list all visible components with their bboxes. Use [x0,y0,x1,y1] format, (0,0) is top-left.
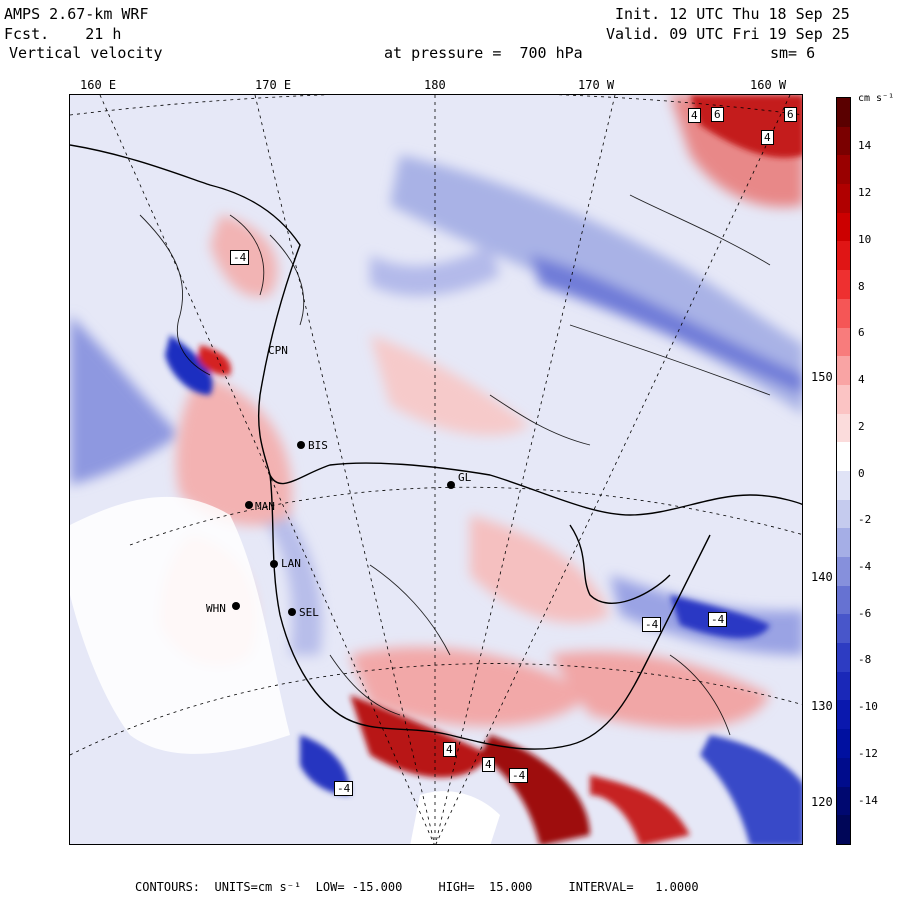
extreme-marker: -4 [708,612,728,627]
station-label-bis: BIS [308,439,328,452]
map-panel [69,94,803,845]
colorbar-segment [837,499,850,529]
footer-low: LOW= -15.000 [315,880,403,894]
colorbar-segment [837,356,850,385]
colorbar-segment [837,98,850,127]
colorbar-segment [837,442,850,471]
station-dot-gl [447,481,455,489]
lon-label-180: 180 [424,78,446,92]
colorbar-level: -8 [858,653,872,666]
colorbar-level: -14 [858,794,878,807]
forecast-hour: Fcst. 21 h [4,25,122,43]
pressure-level: at pressure = 700 hPa [384,44,583,62]
colorbar-level: 14 [858,139,872,152]
station-dot-sel [288,608,296,616]
colorbar-segment [837,212,850,242]
extreme-marker: 4 [482,757,495,772]
coastline [70,144,802,750]
station-dot-lan [270,560,278,568]
colorbar-level: 4 [858,373,865,386]
colorbar-segment [837,241,850,271]
colorbar-level: 2 [858,420,865,433]
extreme-marker: 4 [688,108,701,123]
colorbar-segment [837,557,850,586]
colorbar-segment [837,786,850,816]
station-dot-bis [297,441,305,449]
colorbar-segment [837,184,850,213]
colorbar-level: 10 [858,233,872,246]
lon-label-160w: 160 W [750,78,787,92]
model-title: AMPS 2.67-km WRF [4,5,149,23]
extreme-marker: -4 [230,250,250,265]
colorbar-segment [837,671,850,701]
colorbar-segment [837,700,850,730]
colorbar-segment [837,757,850,787]
colorbar-segment [837,614,850,644]
colorbar-segment [837,585,850,615]
init-time: Init. 12 UTC Thu 18 Sep 25 [615,5,850,23]
colorbar-segment [837,643,850,672]
extreme-marker: 6 [784,107,797,122]
station-dot-man [245,501,253,509]
extreme-marker: -4 [509,768,529,783]
colorbar-segment [837,729,850,758]
colorbar-level: -10 [858,700,878,713]
extreme-marker: 6 [711,107,724,122]
colorbar-level: -6 [858,607,872,620]
colorbar-segment [837,470,850,500]
station-label-sel: SEL [299,606,319,619]
colorbar-level: 6 [858,326,865,339]
extreme-marker: 4 [761,130,774,145]
field-name: Vertical velocity [9,44,163,62]
colorbar-units: cm s⁻¹ [858,93,895,104]
strong-velocity-cells [165,95,802,844]
colorbar-segment [837,528,850,557]
footer-interval: INTERVAL= 1.0000 [568,880,699,894]
lon-label-170e: 170 E [255,78,292,92]
terrain-contours [139,194,771,736]
colorbar-segment [837,155,850,185]
station-dot-whn [232,602,240,610]
colorbar-segment [837,298,850,328]
colorbar-segment [837,126,850,156]
station-label-whn: WHN [206,602,226,615]
colorbar [836,97,851,845]
map-field [70,95,802,844]
extreme-marker: 4 [443,742,456,757]
station-label-gl: GL [458,471,472,484]
masked-region-south [410,791,500,844]
extreme-marker: -4 [642,617,662,632]
colorbar-level: -4 [858,560,872,573]
colorbar-segment [837,815,850,844]
lon-label-160e: 160 E [80,78,117,92]
masked-region [70,496,290,754]
station-label-cpn: CPN [268,344,288,357]
colorbar-segment [837,327,850,357]
colorbar-level: -12 [858,747,878,760]
colorbar-level: 8 [858,280,865,293]
colorbar-level: 0 [858,467,865,480]
colorbar-segment [837,270,850,299]
colorbar-level: 12 [858,186,872,199]
footer-contours: CONTOURS: [135,880,201,894]
station-label-man: MAN [255,500,275,513]
negative-velocity-bands [70,155,802,655]
footer-units: UNITS=cm s⁻¹ [214,880,302,894]
contour-footer: CONTOURS: UNITS=cm s⁻¹ LOW= -15.000 HIGH… [135,880,699,894]
station-label-lan: LAN [281,557,301,570]
colorbar-level: -2 [858,513,872,526]
colorbar-segment [837,413,850,443]
footer-high: HIGH= 15.000 [438,880,533,894]
colorbar-segment [837,384,850,414]
smoothing: sm= 6 [770,44,816,62]
graticule [70,95,802,844]
lon-label-170w: 170 W [578,78,615,92]
extreme-marker: -4 [334,781,354,796]
valid-time: Valid. 09 UTC Fri 19 Sep 25 [606,25,850,43]
